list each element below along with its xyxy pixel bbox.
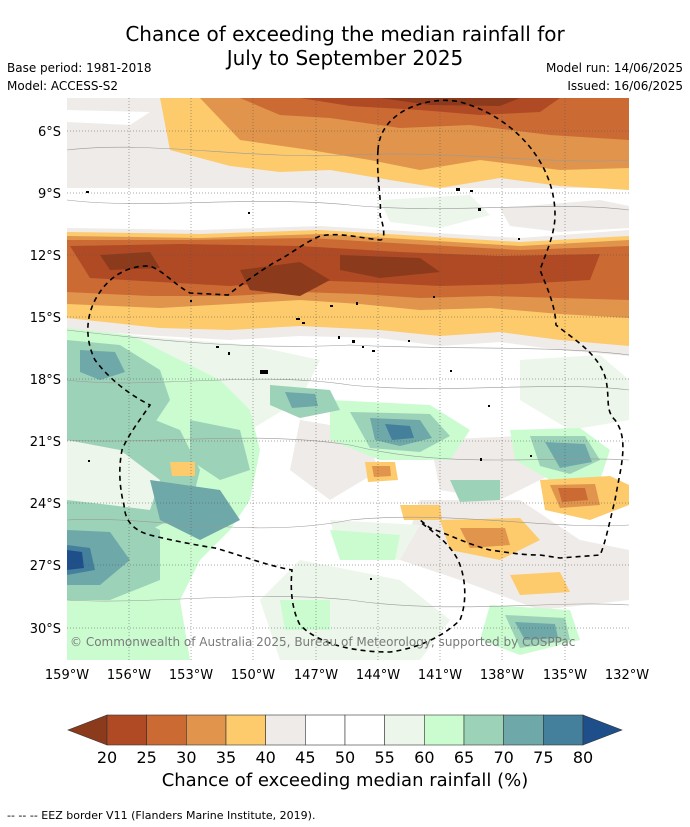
lon-tick-label: 150°W: [231, 668, 275, 683]
colorbar-tick-label: 60: [414, 748, 434, 767]
colorbar-arrow-high: [582, 714, 623, 746]
lat-tick-label: 24°S: [30, 497, 61, 512]
lon-tick-label: 141°W: [418, 668, 462, 683]
lat-tick-label: 21°S: [30, 435, 61, 450]
colorbar-tick-label: 40: [255, 748, 275, 767]
mid-north-patches: [67, 195, 629, 232]
colorbar-tick-label: 20: [97, 748, 117, 767]
colorbar-arrow-low: [67, 714, 108, 746]
lat-tick-label: 30°S: [30, 622, 61, 637]
colorbar-tick-label: 55: [374, 748, 394, 767]
lon-tick-label: 153°W: [169, 668, 213, 683]
model-name: Model: ACCESS-S2: [7, 79, 119, 93]
wet-areas: [67, 328, 610, 660]
rainfall-field: © Commonwealth of Australia 2025, Bureau…: [67, 98, 629, 660]
contour-lines: [67, 146, 629, 608]
colorbar-segment: [543, 714, 584, 746]
colorbar-segment: [344, 714, 385, 746]
lat-tick-label: 15°S: [30, 311, 61, 326]
colorbar-segment: [146, 714, 187, 746]
title-line-2: July to September 2025: [226, 46, 464, 70]
lon-tick-label: 138°W: [480, 668, 524, 683]
gridlines: [67, 98, 629, 660]
colorbar-segment: [503, 714, 544, 746]
colorbar-segment: [225, 714, 266, 746]
colorbar-segment: [463, 714, 504, 746]
islands: [86, 188, 532, 580]
chart-title: Chance of exceeding the median rainfall …: [0, 22, 690, 70]
colorbar-tick-label: 35: [216, 748, 236, 767]
lat-tick-label: 18°S: [30, 373, 61, 388]
colorbar-tick-label: 75: [533, 748, 553, 767]
lat-tick-label: 9°S: [38, 187, 61, 202]
colorbar-segment: [265, 714, 306, 746]
lon-tick-label: 132°W: [605, 668, 649, 683]
copyright-text: © Commonwealth of Australia 2025, Bureau…: [70, 635, 575, 649]
central-dry-band: [67, 226, 629, 356]
lon-tick-label: 135°W: [543, 668, 587, 683]
colorbar-tick-label: 30: [176, 748, 196, 767]
issued-date: Issued: 16/06/2025: [567, 79, 683, 93]
colorbar-tick-label: 25: [136, 748, 156, 767]
lon-tick-label: 159°W: [45, 668, 89, 683]
lat-tick-label: 12°S: [30, 249, 61, 264]
colorbar-tick-label: 70: [493, 748, 513, 767]
colorbar-tick-label: 80: [573, 748, 593, 767]
colorbar-tick-label: 50: [335, 748, 355, 767]
base-period: Base period: 1981-2018: [7, 61, 152, 75]
lon-tick-label: 144°W: [356, 668, 400, 683]
colorbar-segment: [305, 714, 346, 746]
colorbar-segment: [424, 714, 465, 746]
colorbar-tick-label: 65: [454, 748, 474, 767]
lat-tick-labels: 6°S 9°S 12°S 15°S 18°S 21°S 24°S 27°S 30…: [30, 125, 61, 637]
south-dry-spots: [170, 462, 629, 595]
lon-tick-label: 147°W: [294, 668, 338, 683]
colorbar-tick-label: 45: [295, 748, 315, 767]
north-dry-band: [67, 98, 629, 190]
meta-left: Base period: 1981-2018 Model: ACCESS-S2: [7, 59, 152, 95]
colorbar-title: Chance of exceeding median rainfall (%): [161, 770, 529, 791]
lon-tick-label: 156°W: [107, 668, 151, 683]
meta-right: Model run: 14/06/2025 Issued: 16/06/2025: [546, 59, 683, 95]
colorbar: 20 25 30 35 40 45 50 55 60 65 70 75 80: [67, 714, 623, 767]
colorbar-segment: [384, 714, 425, 746]
lat-tick-label: 27°S: [30, 559, 61, 574]
lon-tick-labels: 159°W 156°W 153°W 150°W 147°W 144°W 141°…: [45, 668, 649, 683]
title-line-1: Chance of exceeding the median rainfall …: [125, 22, 565, 46]
colorbar-segment: [186, 714, 227, 746]
colorbar-segment: [106, 714, 147, 746]
eez-legend-footer: -- -- -- EEZ border V11 (Flanders Marine…: [7, 809, 316, 822]
lat-tick-label: 6°S: [38, 125, 61, 140]
model-run: Model run: 14/06/2025: [545, 61, 683, 75]
eez-borders: [87, 99, 624, 653]
